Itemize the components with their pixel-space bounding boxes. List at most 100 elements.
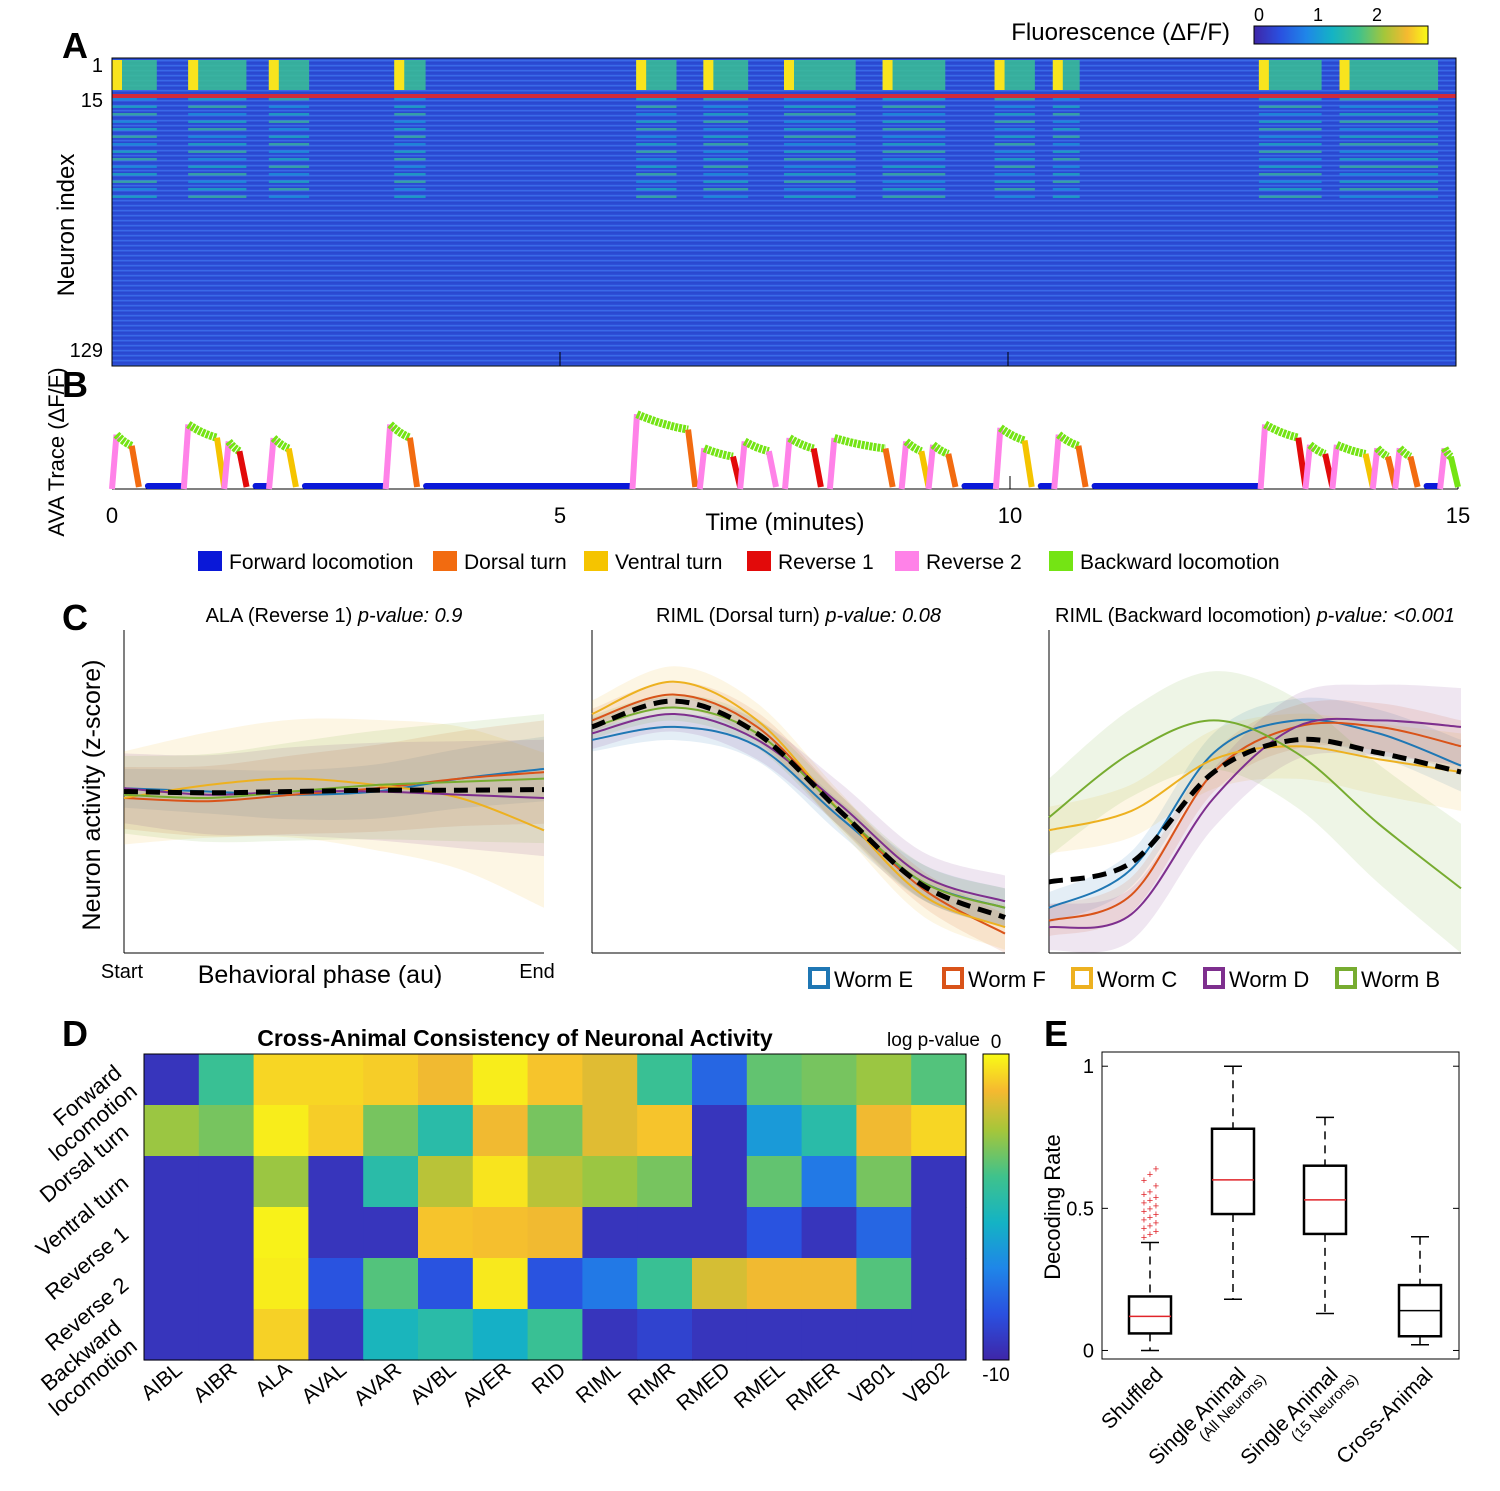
d-heatmap-cell <box>308 1207 364 1259</box>
heatmap-a-cell <box>188 128 247 131</box>
heatmap-a-cell <box>1339 120 1439 123</box>
b-plateau <box>635 410 689 434</box>
heatmap-a-cell <box>1258 98 1322 101</box>
d-colorbar-label: log p-value <box>887 1030 980 1051</box>
c-subplot-title-neuron: RIML (Dorsal turn) <box>656 605 825 627</box>
heatmap-a-cell <box>882 165 946 168</box>
heatmap-a-cell <box>1339 173 1439 176</box>
d-heatmap-cell <box>144 1105 200 1157</box>
heatmap-a-cell <box>1052 158 1080 161</box>
d-heatmap-cell <box>198 1156 255 1208</box>
b-event <box>1302 441 1336 490</box>
b-event <box>109 431 142 490</box>
c-confidence-band <box>124 736 544 820</box>
d-heatmap-cell <box>472 1105 529 1157</box>
heatmap-a-cell <box>268 173 310 176</box>
heatmap-a-cell <box>784 173 856 176</box>
heatmap-a-cell <box>1258 195 1322 198</box>
heatmap-a-cell <box>994 135 1035 138</box>
a-ytick-15: 15 <box>81 90 103 112</box>
panel-letter-c: C <box>62 597 88 638</box>
heatmap-a-cell <box>1258 60 1322 90</box>
heatmap-a-cell <box>882 173 946 176</box>
b-rise <box>109 434 120 490</box>
b-event <box>1369 445 1399 490</box>
heatmap-a-cell <box>784 135 856 138</box>
c-legend-swatch <box>942 967 964 989</box>
heatmap-a-cell <box>994 128 1035 131</box>
d-heatmap-cell <box>198 1054 255 1106</box>
heatmap-a-cell <box>703 180 749 183</box>
heatmap-a-cell <box>112 150 157 153</box>
c-legend-label: Worm E <box>834 967 913 992</box>
heatmap-a-cell <box>994 195 1035 198</box>
heatmap-a-cell <box>394 150 426 153</box>
heatmap-a-cell <box>394 188 426 191</box>
heatmap-a-cell <box>703 128 749 131</box>
heatmap-a-cell <box>784 150 856 153</box>
heatmap-a-cell <box>882 120 946 123</box>
c-mean-line <box>591 698 1006 920</box>
b-plateau <box>225 438 242 455</box>
heatmap-a-cell <box>268 150 310 153</box>
d-heatmap-cell <box>363 1105 419 1157</box>
heatmap-a-cell <box>112 128 157 131</box>
heatmap-a-cell <box>268 180 310 183</box>
b-event <box>382 421 421 490</box>
d-colorbar-tick-0: 0 <box>991 1032 1002 1053</box>
d-heatmap-cell <box>472 1309 529 1361</box>
b-plateau <box>387 421 412 442</box>
b-legend-swatch <box>584 551 608 571</box>
heatmap-a-cell <box>112 98 157 101</box>
heatmap-a-cell <box>188 120 247 123</box>
heatmap-a-active-column <box>1258 60 1322 198</box>
heatmap-a-cell <box>636 173 677 176</box>
c-xlabel: Behavioral phase (au) <box>198 961 443 989</box>
b-rise <box>1257 424 1269 490</box>
e-outlier: + <box>1153 1192 1159 1204</box>
b-ylabel: AVA Trace (ΔF/F) <box>44 367 69 536</box>
heatmap-a-cell <box>394 143 426 146</box>
heatmap-a-active-column <box>784 60 856 198</box>
b-legend-item: Dorsal turn <box>433 551 567 574</box>
d-heatmap-cell <box>692 1309 748 1361</box>
heatmap-a-cell <box>994 158 1035 161</box>
d-heatmap-cell <box>911 1207 967 1259</box>
d-heatmap-cell <box>637 1054 693 1106</box>
b-xtick-0: 0 <box>106 503 118 528</box>
d-heatmap-cell <box>637 1309 693 1361</box>
b-legend-swatch <box>747 551 771 571</box>
d-heatmap-cell <box>911 1309 967 1361</box>
b-legend-label: Reverse 2 <box>926 551 1022 574</box>
heatmap-a-cell <box>1052 143 1080 146</box>
heatmap-a-cell <box>994 143 1035 146</box>
heatmap-a-cell <box>1258 143 1322 146</box>
d-heatmap-cell <box>253 1156 309 1208</box>
c-legend-item: Worm C <box>1071 967 1177 992</box>
d-heatmap-cell <box>801 1258 857 1310</box>
heatmap-a-cell <box>703 188 749 191</box>
d-heatmap-cell <box>418 1054 474 1106</box>
d-heatmap-cell <box>198 1309 255 1361</box>
heatmap-a-cell <box>703 98 749 101</box>
c-legend-item: Worm E <box>808 967 913 992</box>
heatmap-a-cell <box>1052 173 1080 176</box>
heatmap-a-cell <box>1258 135 1322 138</box>
heatmap-a-cell <box>703 173 749 176</box>
heatmap-a-cell <box>394 135 426 138</box>
heatmap-a-cell <box>1258 165 1322 168</box>
c-confidence-band <box>124 720 544 837</box>
heatmap-a-cell <box>784 180 856 183</box>
e-outlier: + <box>1153 1164 1159 1176</box>
heatmap-a-cell <box>1258 173 1322 176</box>
c-series-line <box>1048 719 1462 890</box>
b-plateau <box>1374 445 1390 461</box>
heatmap-a-cell <box>994 120 1035 123</box>
e-outlier: + <box>1141 1215 1147 1227</box>
b-event <box>266 435 299 490</box>
heatmap-a-cell <box>882 135 946 138</box>
b-rise <box>898 441 910 490</box>
d-heatmap-cell <box>253 1054 309 1106</box>
c-confidence-band <box>1049 700 1461 937</box>
b-xlabel: Time (minutes) <box>705 509 864 536</box>
